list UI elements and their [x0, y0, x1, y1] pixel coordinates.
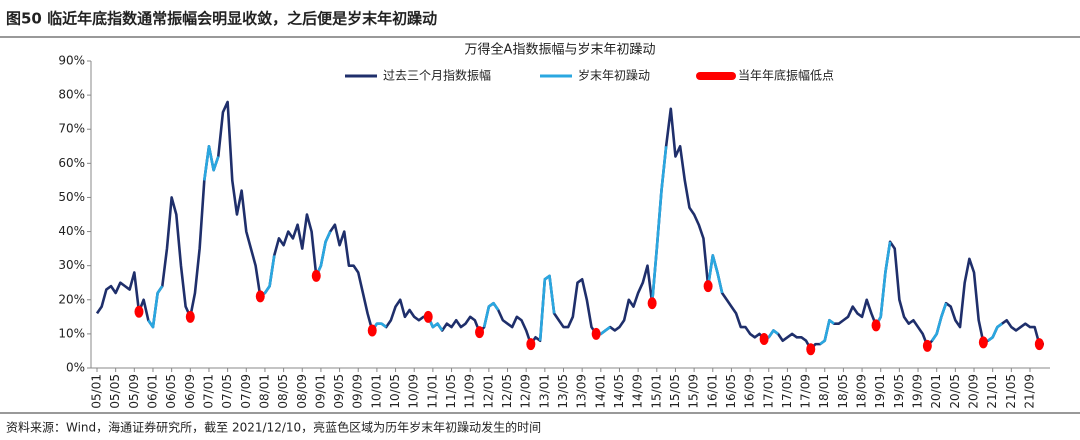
y-tick-label: 60%: [58, 156, 85, 170]
x-tick-label: 20/05: [948, 374, 962, 409]
low-point: [978, 336, 988, 349]
x-tick-label: 12/05: [500, 374, 514, 409]
low-point: [475, 326, 485, 339]
x-tick-label: 08/09: [295, 374, 309, 409]
low-point: [647, 297, 657, 310]
x-tick-label: 06/09: [183, 374, 197, 409]
x-tick-label: 10/09: [407, 374, 421, 409]
y-tick-label: 70%: [58, 122, 85, 136]
low-point: [185, 310, 195, 323]
x-tick-label: 05/05: [108, 374, 122, 409]
x-tick-label: 09/01: [313, 374, 327, 409]
x-tick-label: 17/05: [780, 374, 794, 409]
x-tick-label: 08/05: [276, 374, 290, 409]
y-tick-label: 90%: [58, 54, 85, 68]
low-point: [591, 327, 601, 340]
x-tick-label: 09/09: [351, 374, 365, 409]
x-tick-label: 21/01: [985, 374, 999, 409]
x-tick-label: 19/01: [873, 374, 887, 409]
source-note: 资料来源：Wind，海通证券研究所，截至 2021/12/10，亮蓝色区域为历年…: [6, 420, 541, 435]
x-tick-label: 08/01: [257, 374, 271, 409]
x-tick-label: 11/09: [463, 374, 477, 409]
legend-label: 当年年底振幅低点: [738, 68, 834, 83]
x-tick-label: 17/09: [799, 374, 813, 409]
y-tick-label: 30%: [58, 258, 85, 272]
y-tick-label: 20%: [58, 292, 85, 306]
x-tick-label: 12/01: [481, 374, 495, 409]
y-tick-label: 0%: [66, 361, 85, 375]
x-tick-label: 16/05: [724, 374, 738, 409]
low-point: [1034, 338, 1044, 351]
x-tick-label: 21/05: [1004, 374, 1018, 409]
x-tick-label: 13/05: [556, 374, 570, 409]
header-title: 图50 临近年底指数通常振幅会明显收敛，之后便是岁末年初躁动: [6, 10, 437, 28]
x-tick-label: 12/09: [519, 374, 533, 409]
low-point: [922, 339, 932, 352]
x-tick-label: 05/09: [127, 374, 141, 409]
low-point: [703, 280, 713, 293]
x-tick-label: 16/09: [743, 374, 757, 409]
low-point: [806, 343, 816, 356]
y-tick-label: 40%: [58, 224, 85, 238]
low-point: [367, 324, 377, 337]
x-tick-label: 21/09: [1023, 374, 1037, 409]
x-tick-label: 19/05: [892, 374, 906, 409]
x-tick-label: 13/01: [537, 374, 551, 409]
x-tick-label: 06/05: [164, 374, 178, 409]
legend-label: 过去三个月指数振幅: [383, 68, 491, 83]
x-tick-label: 10/05: [388, 374, 402, 409]
y-tick-label: 80%: [58, 88, 85, 102]
low-point: [311, 269, 321, 282]
low-point: [526, 338, 536, 351]
x-tick-label: 20/01: [929, 374, 943, 409]
x-tick-label: 07/05: [220, 374, 234, 409]
series-line: [95, 100, 1044, 351]
low-point: [759, 333, 769, 346]
x-tick-label: 14/01: [593, 374, 607, 409]
chart-title: 万得全A指数振幅与岁末年初躁动: [465, 42, 656, 58]
x-tick-label: 09/05: [332, 374, 346, 409]
y-tick-label: 50%: [58, 190, 85, 204]
x-tick-label: 10/01: [369, 374, 383, 409]
x-tick-label: 15/05: [668, 374, 682, 409]
y-tick-label: 10%: [58, 326, 85, 340]
low-point: [871, 319, 881, 332]
x-tick-label: 13/09: [575, 374, 589, 409]
low-point: [423, 310, 433, 323]
x-tick-label: 17/01: [761, 374, 775, 409]
x-tick-label: 18/01: [817, 374, 831, 409]
x-tick-label: 19/09: [911, 374, 925, 409]
x-tick-label: 06/01: [145, 374, 159, 409]
low-point: [255, 290, 265, 303]
x-tick-label: 14/09: [631, 374, 645, 409]
x-tick-label: 16/01: [705, 374, 719, 409]
x-tick-label: 05/01: [90, 374, 104, 409]
low-point: [134, 305, 144, 318]
x-tick-label: 18/09: [855, 374, 869, 409]
legend-label: 岁末年初躁动: [578, 68, 650, 83]
x-tick-label: 07/01: [201, 374, 215, 409]
series-line: [147, 144, 1003, 346]
x-tick-label: 11/05: [444, 374, 458, 409]
x-tick-label: 18/05: [836, 374, 850, 409]
x-tick-label: 20/09: [967, 374, 981, 409]
x-tick-label: 14/05: [612, 374, 626, 409]
x-tick-label: 07/09: [239, 374, 253, 409]
x-tick-label: 15/09: [687, 374, 701, 409]
x-tick-label: 15/01: [649, 374, 663, 409]
x-tick-label: 11/01: [425, 374, 439, 409]
